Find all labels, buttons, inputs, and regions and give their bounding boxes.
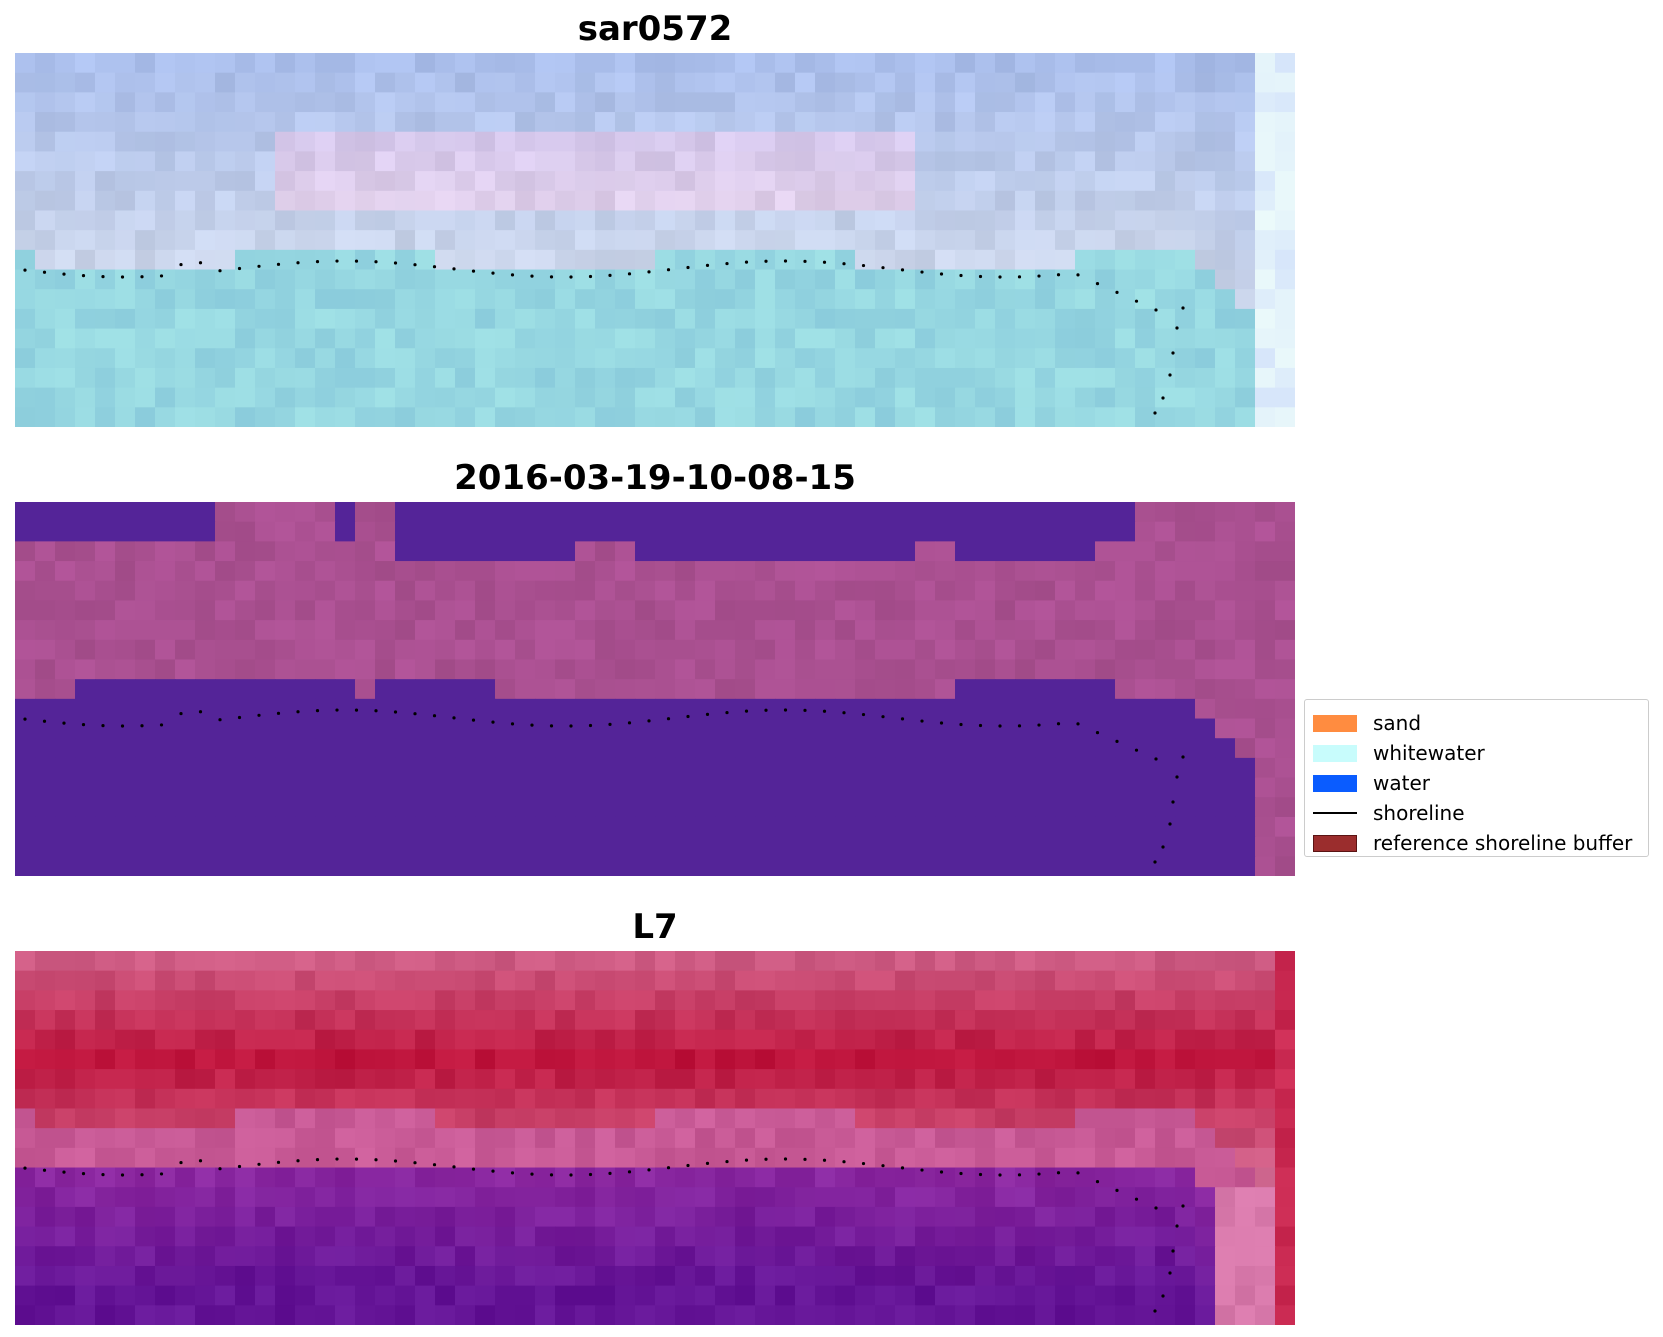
legend-item-sand: sand (1313, 708, 1640, 738)
index-image (15, 951, 1295, 1325)
classified-image-panel (15, 502, 1295, 876)
legend-label-shoreline: shoreline (1373, 801, 1465, 825)
rgb-image (15, 53, 1295, 427)
legend-label-water: water (1373, 771, 1430, 795)
legend-label-sand: sand (1373, 711, 1422, 735)
panel-title-rgb: sar0572 (577, 9, 733, 49)
shoreline-points (23, 259, 1185, 415)
whitewater-swatch (1313, 744, 1357, 762)
legend-item-water: water (1313, 768, 1640, 798)
legend-label-whitewater: whitewater (1373, 741, 1485, 765)
reference-buffer-swatch (1313, 834, 1357, 852)
index-image-panel (15, 951, 1295, 1325)
water-swatch (1313, 774, 1357, 792)
shoreline-points (23, 708, 1185, 864)
shoreline-points (23, 1157, 1185, 1313)
panel-title-index: L7 (632, 907, 678, 947)
legend: sand whitewater water shoreline referenc… (1304, 699, 1649, 857)
rgb-image-panel (15, 53, 1295, 427)
sand-swatch (1313, 714, 1357, 732)
legend-label-reference-buffer: reference shoreline buffer (1373, 831, 1633, 855)
panel-title-classified: 2016-03-19-10-08-15 (454, 458, 856, 498)
legend-item-shoreline: shoreline (1313, 798, 1640, 828)
classified-image (15, 502, 1295, 876)
shoreline-line-swatch (1313, 812, 1357, 814)
legend-item-reference-buffer: reference shoreline buffer (1313, 828, 1640, 858)
legend-item-whitewater: whitewater (1313, 738, 1640, 768)
